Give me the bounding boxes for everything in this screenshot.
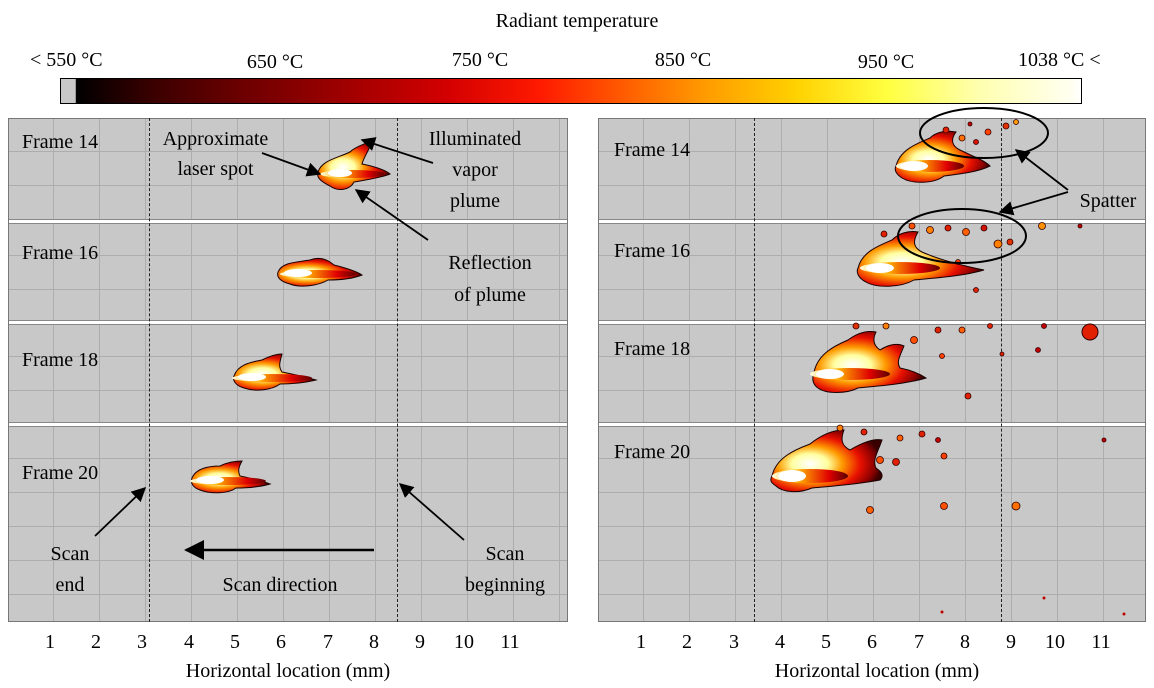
plume-frame-20 [190,460,272,494]
left-x-tick: 5 [230,631,240,653]
right-frame-20-label: Frame 20 [614,441,691,463]
annotation-spatter: Spatter [1079,190,1137,212]
annotation-reflection-1: Reflection [448,252,532,274]
right-x-tick: 1 [636,631,646,653]
right-frame-14-label: Frame 14 [614,139,691,161]
annotation-scan-end-2: end [55,574,85,596]
plume-frame-16 [277,257,364,287]
left-x-tick: 7 [323,631,333,653]
left-x-axis-label: Horizontal location (mm) [185,660,391,682]
colorbar-title: Radiant temperature [495,10,659,32]
left-frame-14 [8,118,568,220]
right-x-tick: 2 [682,631,692,653]
left-scan-begin-line [397,118,398,622]
pool-frame-16 [856,222,1083,293]
plume-frame-18 [232,353,318,391]
left-x-tick: 8 [369,631,379,653]
left-scan-end-line [149,118,150,622]
left-x-tick: 4 [184,631,194,653]
annotation-illuminated-3: plume [450,190,500,212]
colorbar-tick-550: < 550 °C [30,49,103,71]
right-scan-end-line [754,118,755,622]
annotation-scan-direction: Scan direction [222,574,338,596]
left-frame-16-label: Frame 16 [22,242,99,264]
left-x-tick: 2 [91,631,101,653]
colorbar-tick-750: 750 °C [451,49,509,71]
annotation-scan-begin-1: Scan [485,543,525,565]
right-x-tick: 9 [1006,631,1016,653]
left-frame-18-label: Frame 18 [22,349,99,371]
right-x-tick: 10 [1045,631,1065,653]
right-x-tick: 6 [867,631,877,653]
pool-frame-20 [770,424,1126,616]
colorbar-tick-1038: 1038 °C < [1018,49,1101,71]
left-x-tick: 11 [500,631,520,653]
right-x-tick: 7 [914,631,924,653]
spatter-ellipse-14 [919,107,1049,159]
annotation-illuminated-1: Illuminated [428,128,522,150]
spatter-ellipse-16 [897,208,1027,264]
left-x-tick: 9 [415,631,425,653]
right-frame-18-label: Frame 18 [614,338,691,360]
right-x-tick: 3 [729,631,739,653]
annotation-scan-end-1: Scan [50,543,90,565]
left-x-tick: 6 [276,631,286,653]
annotation-illuminated-2: vapor [452,159,498,181]
left-frame-14-label: Frame 14 [22,131,99,153]
right-frame-16-label: Frame 16 [614,240,691,262]
right-scan-begin-line [1001,118,1002,622]
left-frame-20-label: Frame 20 [22,462,99,484]
left-frame-20 [8,425,568,622]
annotation-approx-laser-1: Approximate [162,128,269,150]
left-x-tick: 3 [137,631,147,653]
annotation-approx-laser-2: laser spot [177,158,254,180]
pool-frame-14 [894,119,1019,183]
colorbar-tick-950: 950 °C [857,51,915,73]
right-frame-20 [598,425,1146,622]
colorbar-tick-850: 850 °C [654,49,712,71]
colorbar [60,78,1082,104]
left-x-tick: 1 [45,631,55,653]
right-x-tick: 11 [1091,631,1111,653]
colorbar-tick-650: 650 °C [246,51,304,73]
pool-frame-18 [810,322,1099,400]
annotation-reflection-2: of plume [454,284,526,306]
plume-frame-14 [317,138,391,190]
annotation-scan-begin-2: beginning [465,574,545,596]
right-x-axis-label: Horizontal location (mm) [774,660,980,682]
right-x-tick: 4 [775,631,785,653]
left-x-tick: 10 [454,631,474,653]
right-frame-14 [598,118,1146,220]
right-x-tick: 5 [821,631,831,653]
right-x-tick: 8 [960,631,970,653]
